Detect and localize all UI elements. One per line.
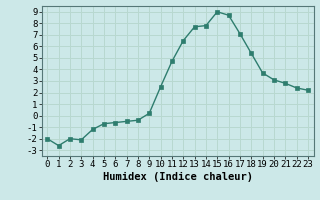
X-axis label: Humidex (Indice chaleur): Humidex (Indice chaleur) [103, 172, 252, 182]
